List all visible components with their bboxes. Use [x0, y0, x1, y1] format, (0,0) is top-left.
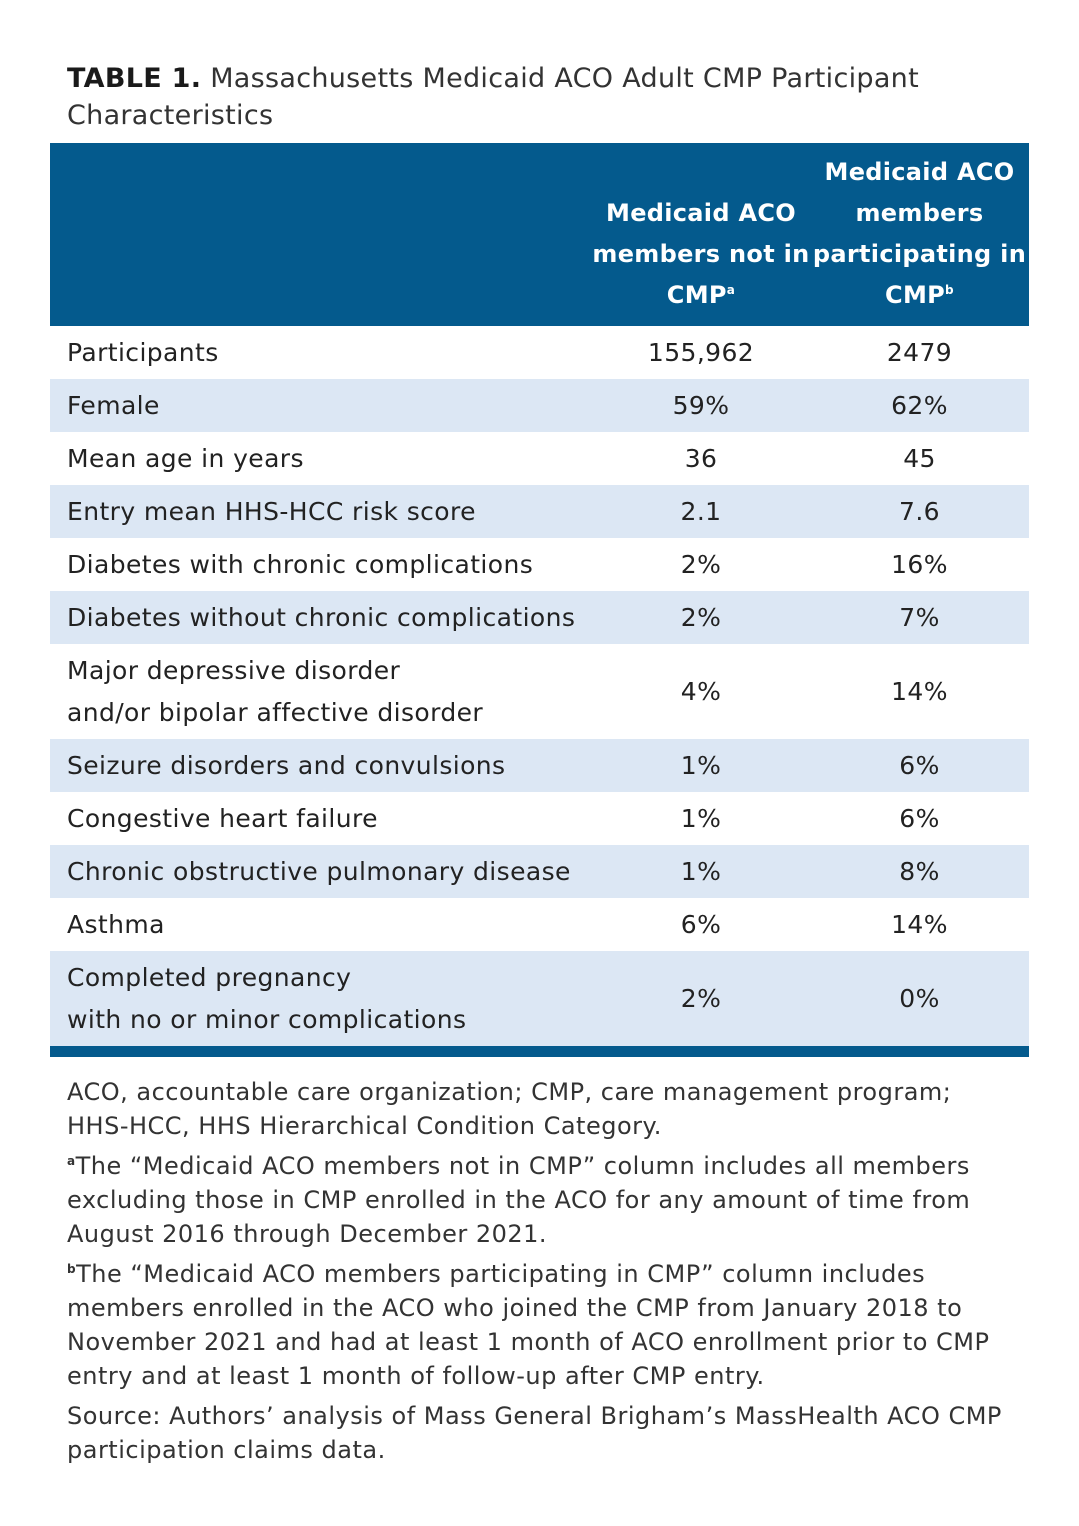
cell-in-cmp: 7% — [810, 591, 1029, 644]
cell-not-in-cmp: 2.1 — [592, 485, 810, 538]
row-label: Seizure disorders and convulsions — [50, 739, 592, 792]
table-row: Participants 155,962 2479 — [50, 326, 1029, 379]
cell-in-cmp: 6% — [899, 804, 940, 833]
row-label: Mean age in years — [67, 443, 304, 473]
cell-not-in-cmp: 2% — [592, 591, 810, 644]
cell-in-cmp: 0% — [810, 951, 1029, 1057]
cell-in-cmp: 2479 — [886, 338, 953, 367]
header-not-in-cmp: Medicaid ACO members not in CMPa — [592, 143, 810, 326]
cell-not-in-cmp: 1% — [592, 845, 810, 898]
row-label: Entry mean HHS-HCC risk score — [50, 485, 592, 538]
table-row: Female 59% 62% — [50, 379, 1029, 432]
footnote-b-marker: b — [67, 1262, 77, 1276]
cell-in-cmp: 16% — [891, 550, 948, 579]
row-label: Congestive heart failure — [67, 803, 378, 833]
cell-in-cmp: 14% — [891, 677, 948, 706]
cell-not-in-cmp: 2% — [592, 951, 810, 1057]
cell-not-in-cmp: 6% — [680, 910, 722, 939]
footnote-a: aThe “Medicaid ACO members not in CMP” c… — [67, 1152, 971, 1248]
table-header-row: Medicaid ACO members not in CMPa Medicai… — [50, 143, 1029, 326]
cell-in-cmp: 6% — [810, 739, 1029, 792]
cell-in-cmp: 45 — [903, 444, 936, 473]
cell-in-cmp: 14% — [891, 910, 948, 939]
header-in-cmp: Medicaid ACO members participating in CM… — [810, 143, 1029, 326]
table-row: Chronic obstructive pulmonary disease 1%… — [50, 845, 1029, 898]
row-label: Participants — [67, 337, 219, 367]
source-note: Source: Authors’ analysis of Mass Genera… — [67, 1402, 1002, 1464]
table-row: Diabetes without chronic complications 2… — [50, 591, 1029, 644]
cell-in-cmp: 8% — [810, 845, 1029, 898]
row-label: Diabetes with chronic complications — [67, 549, 534, 579]
table-row: Seizure disorders and convulsions 1% 6% — [50, 739, 1029, 792]
abbreviations-note: ACO, accountable care organization; CMP,… — [67, 1078, 952, 1140]
cell-not-in-cmp: 59% — [592, 379, 810, 432]
row-label: Female — [50, 379, 592, 432]
footnote-b: bThe “Medicaid ACO members participating… — [67, 1260, 990, 1390]
cell-not-in-cmp: 1% — [680, 804, 722, 833]
table-caption: TABLE 1. Massachusetts Medicaid ACO Adul… — [67, 60, 1027, 134]
footnote-a-marker: a — [726, 283, 736, 297]
characteristics-table: Medicaid ACO members not in CMPa Medicai… — [50, 143, 1029, 1057]
table-row: Congestive heart failure 1% 6% — [50, 792, 1029, 845]
cell-not-in-cmp: 155,962 — [647, 338, 755, 367]
row-label: Diabetes without chronic complications — [50, 591, 592, 644]
row-label: Chronic obstructive pulmonary disease — [50, 845, 592, 898]
cell-in-cmp: 62% — [810, 379, 1029, 432]
table-row: Major depressive disorder and/or bipolar … — [50, 644, 1029, 739]
cell-in-cmp: 7.6 — [810, 485, 1029, 538]
row-label: Completed pregnancy with no or minor comp… — [50, 951, 592, 1057]
cell-not-in-cmp: 36 — [684, 444, 718, 473]
header-characteristic — [50, 143, 592, 326]
table-footnotes: ACO, accountable care organization; CMP,… — [67, 1075, 1017, 1473]
table-row: Diabetes with chronic complications 2% 1… — [50, 538, 1029, 591]
cell-not-in-cmp: 2% — [680, 550, 722, 579]
table-row: Asthma 6% 14% — [50, 898, 1029, 951]
row-label: Major depressive disorder and/or bipolar … — [67, 655, 484, 727]
table-row: Entry mean HHS-HCC risk score 2.1 7.6 — [50, 485, 1029, 538]
footnote-a-marker: a — [67, 1154, 76, 1168]
table-row: Mean age in years 36 45 — [50, 432, 1029, 485]
footnote-b-marker: b — [945, 283, 954, 297]
table-title: Massachusetts Medicaid ACO Adult CMP Par… — [67, 63, 919, 131]
table-label: TABLE 1. — [67, 63, 202, 94]
table-row: Completed pregnancy with no or minor comp… — [50, 951, 1029, 1057]
cell-not-in-cmp: 1% — [592, 739, 810, 792]
cell-not-in-cmp: 4% — [680, 677, 722, 706]
row-label: Asthma — [67, 909, 165, 939]
